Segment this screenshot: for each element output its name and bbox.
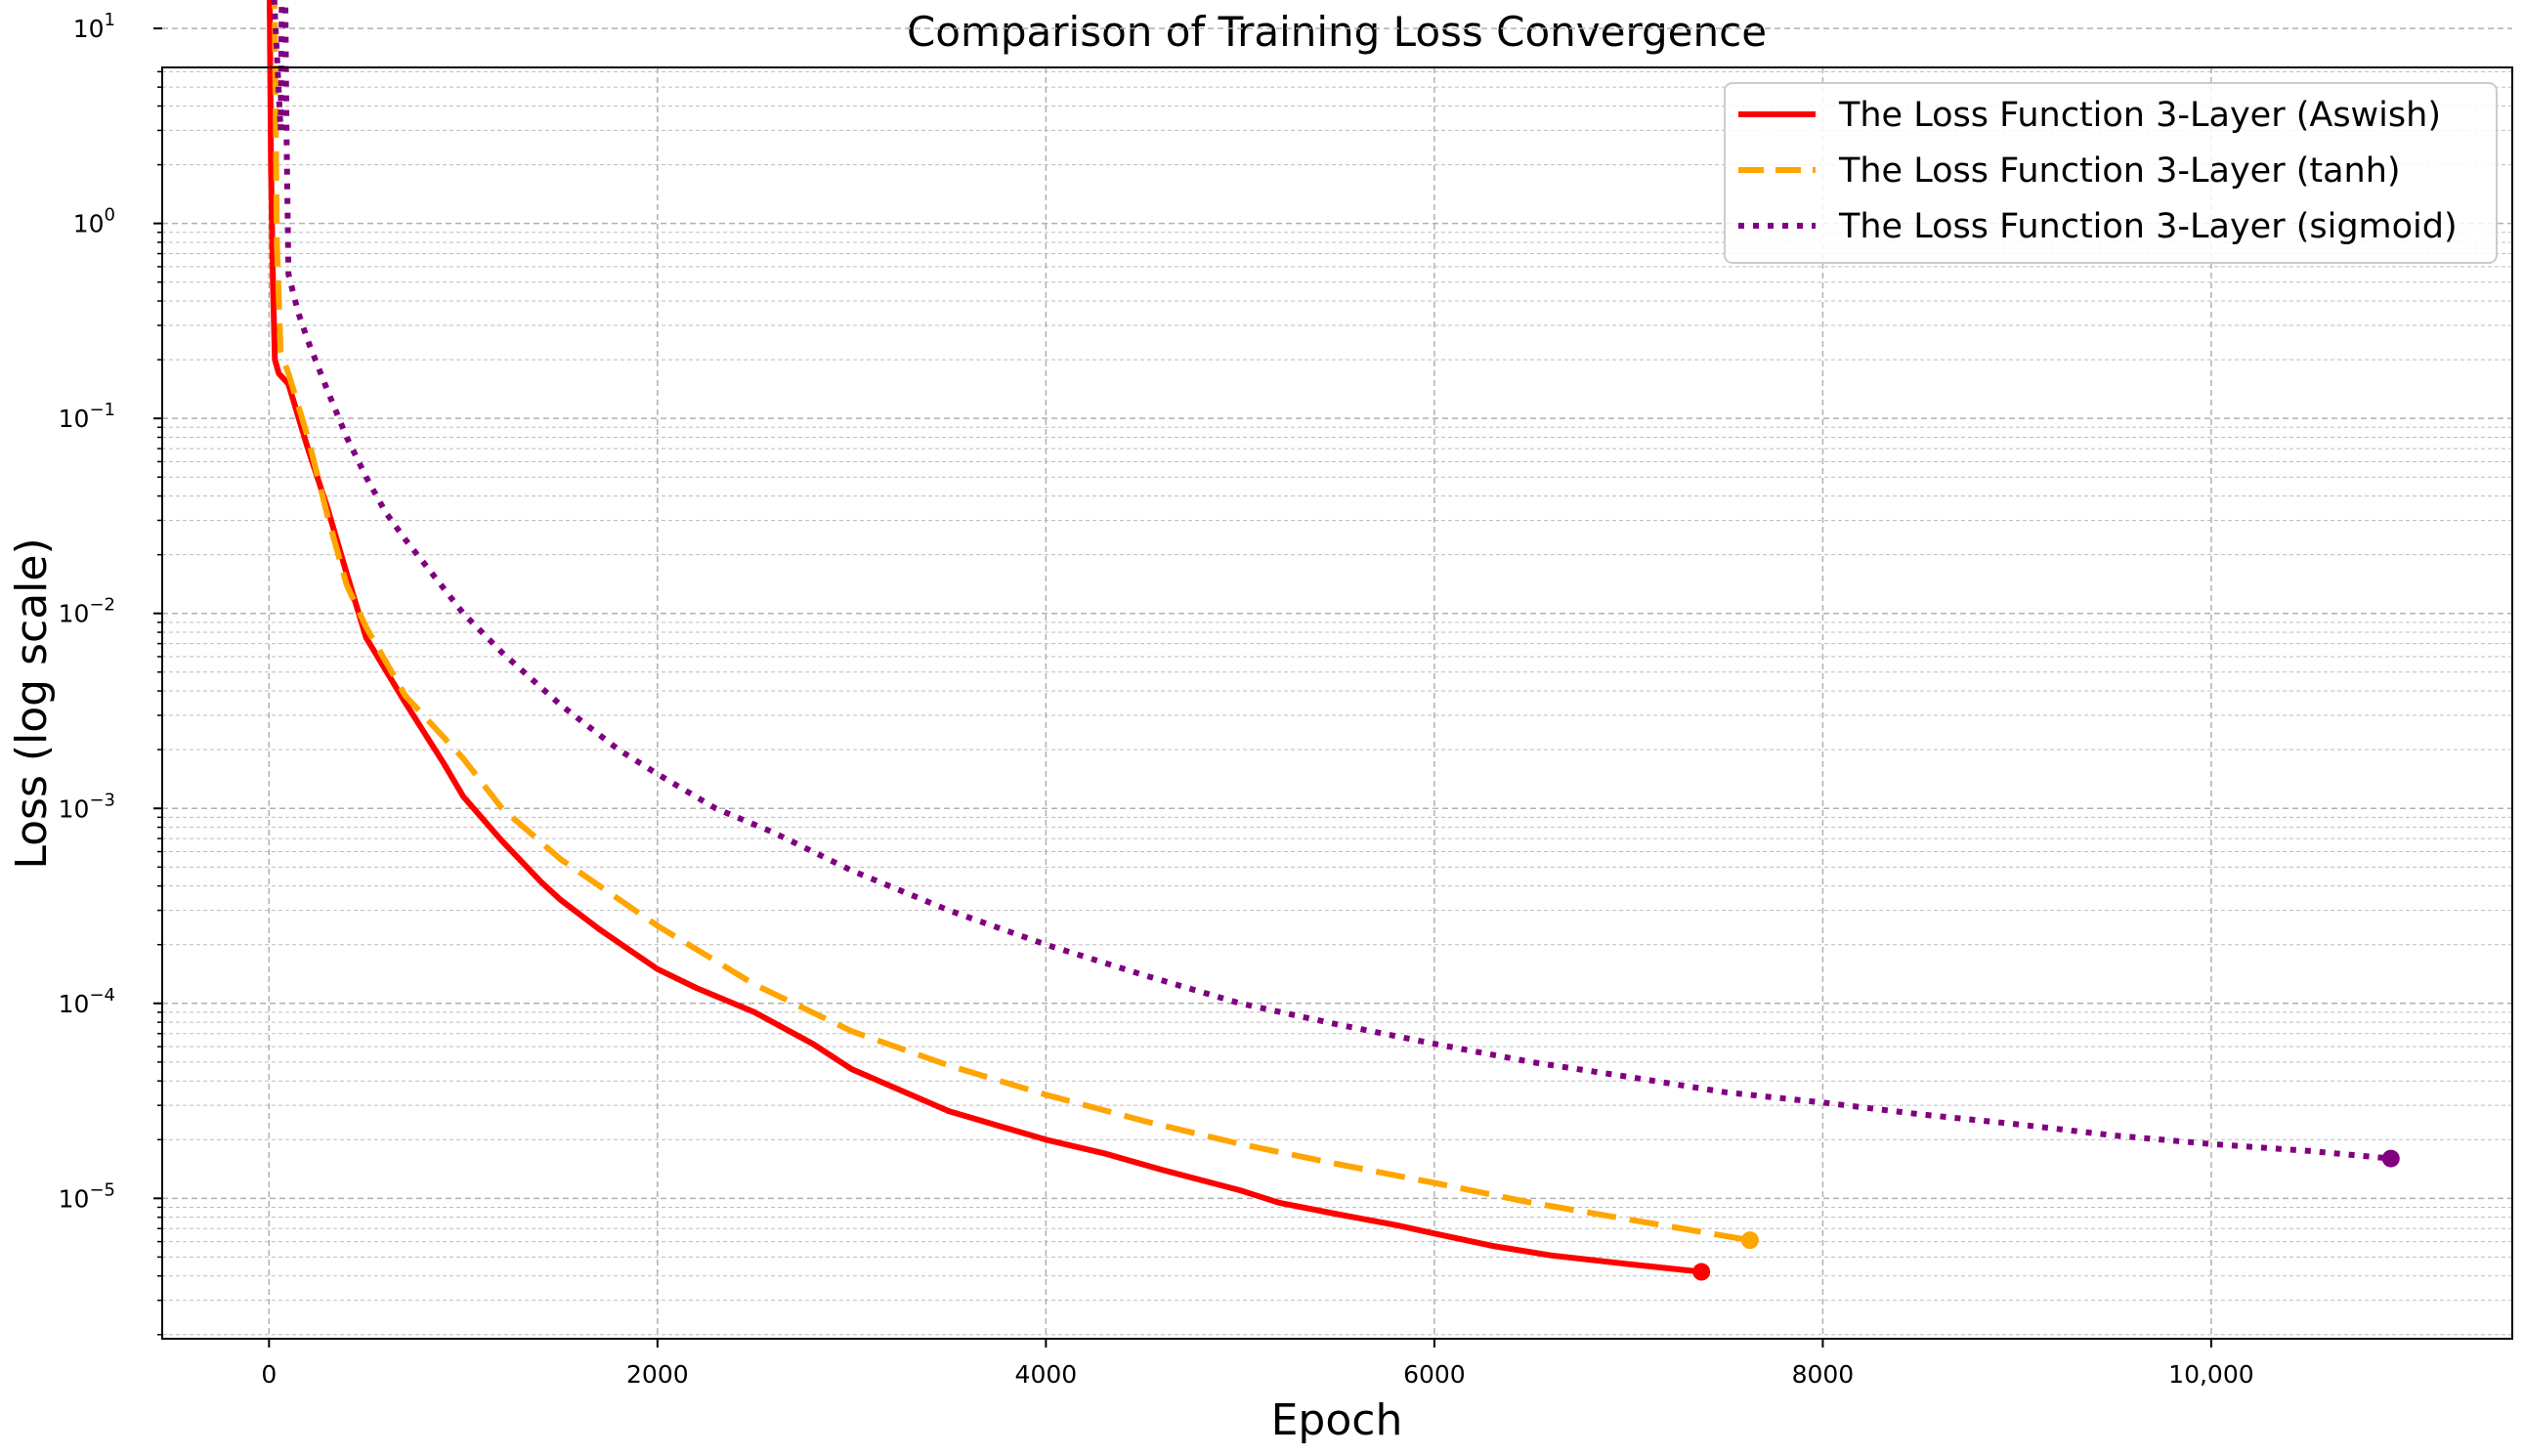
major-grid [162, 27, 2512, 1339]
legend-label-2: The Loss Function 3-Layer (tanh) [1838, 151, 2401, 191]
legend: The Loss Function 3-Layer (Aswish) The Lo… [1724, 82, 2498, 264]
x-tick-label: 6000 [1403, 1360, 1466, 1389]
legend-label-1: The Loss Function 3-Layer (Aswish) [1838, 96, 2441, 135]
series-end-marker-2 [1740, 1231, 1759, 1250]
plot-frame [161, 66, 2513, 1340]
minor-grid [162, 70, 2512, 1336]
x-axis-ticks: 0 2000 4000 6000 8000 10,000 [261, 1339, 2254, 1389]
series-line-3 [271, 0, 2392, 1162]
x-tick-label: 2000 [626, 1360, 689, 1389]
x-tick-label: 10,000 [2168, 1360, 2253, 1389]
chart-title: Comparison of Training Loss Convergence [907, 8, 1767, 56]
x-tick-label: 4000 [1015, 1360, 1078, 1389]
series-end-marker-3 [2381, 1149, 2400, 1168]
y-tick-label: 10−5 [59, 1179, 115, 1213]
x-tick-label: 8000 [1792, 1360, 1855, 1389]
y-tick-label: 10−2 [59, 595, 115, 628]
y-tick-label: 10−3 [59, 790, 115, 823]
y-axis-label: Loss (log scale) [7, 537, 57, 869]
series-line-2 [271, 0, 1751, 1244]
y-tick-label: 101 [73, 10, 115, 43]
y-axis-ticks: 10210110010−110−210−310−410−5 [59, 10, 162, 1336]
x-axis-label: Epoch [1271, 1395, 1403, 1445]
series-end-marker-1 [1692, 1263, 1711, 1281]
legend-label-3: The Loss Function 3-Layer (sigmoid) [1838, 207, 2458, 246]
legend-box [1724, 82, 2498, 264]
y-tick-label: 10−1 [59, 400, 115, 433]
series-layer [267, 0, 2392, 1275]
marker-layer [1692, 1149, 2400, 1281]
series-line-1 [267, 0, 1702, 1275]
x-tick-label: 0 [261, 1360, 277, 1389]
y-tick-label: 10−4 [59, 985, 115, 1018]
y-tick-label: 100 [73, 205, 115, 238]
